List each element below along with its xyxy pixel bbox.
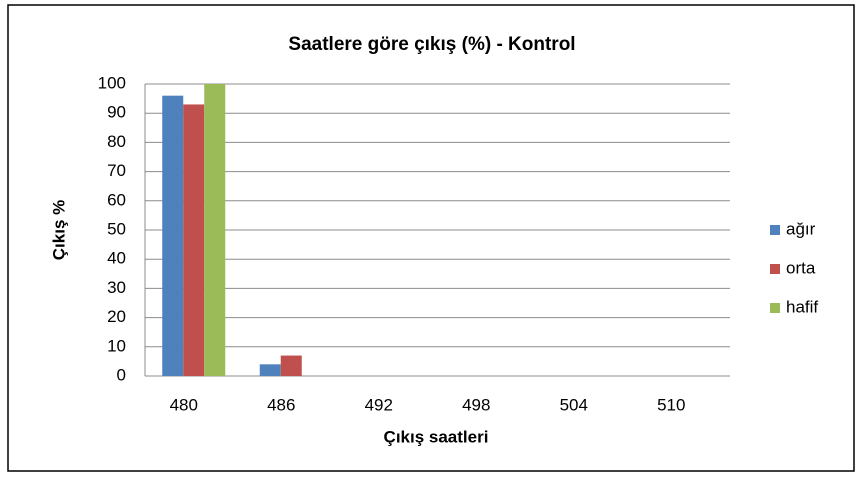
legend-label: hafif xyxy=(786,297,818,316)
legend-swatch xyxy=(770,264,780,274)
x-tick-label: 504 xyxy=(560,395,588,414)
y-tick-label: 50 xyxy=(107,219,126,238)
chart-frame xyxy=(7,4,855,472)
bar xyxy=(183,104,205,376)
y-tick-label: 40 xyxy=(107,249,126,268)
x-tick-label: 492 xyxy=(365,395,393,414)
legend-swatch xyxy=(770,225,780,235)
y-tick-label: 100 xyxy=(98,73,126,92)
legend-swatch xyxy=(770,303,780,313)
y-axis-label: Çıkış % xyxy=(49,200,68,260)
x-tick-label: 480 xyxy=(170,395,198,414)
x-tick-label: 510 xyxy=(657,395,685,414)
y-tick-label: 30 xyxy=(107,278,126,297)
x-tick-label: 486 xyxy=(267,395,295,414)
bar xyxy=(259,364,281,376)
legend-label: orta xyxy=(786,258,816,277)
y-tick-label: 80 xyxy=(107,132,126,151)
y-tick-label: 20 xyxy=(107,307,126,326)
y-tick-label: 0 xyxy=(117,365,126,384)
legend-label: ağır xyxy=(786,219,816,238)
bar xyxy=(280,355,302,376)
bar xyxy=(162,95,184,377)
chart-title: Saatlere göre çıkış (%) - Kontrol xyxy=(288,34,575,55)
x-axis-label: Çıkış saatleri xyxy=(384,427,489,446)
bar xyxy=(204,84,226,376)
y-tick-label: 70 xyxy=(107,161,126,180)
y-tick-label: 60 xyxy=(107,190,126,209)
y-tick-label: 10 xyxy=(107,336,126,355)
x-tick-label: 498 xyxy=(462,395,490,414)
y-tick-label: 90 xyxy=(107,103,126,122)
